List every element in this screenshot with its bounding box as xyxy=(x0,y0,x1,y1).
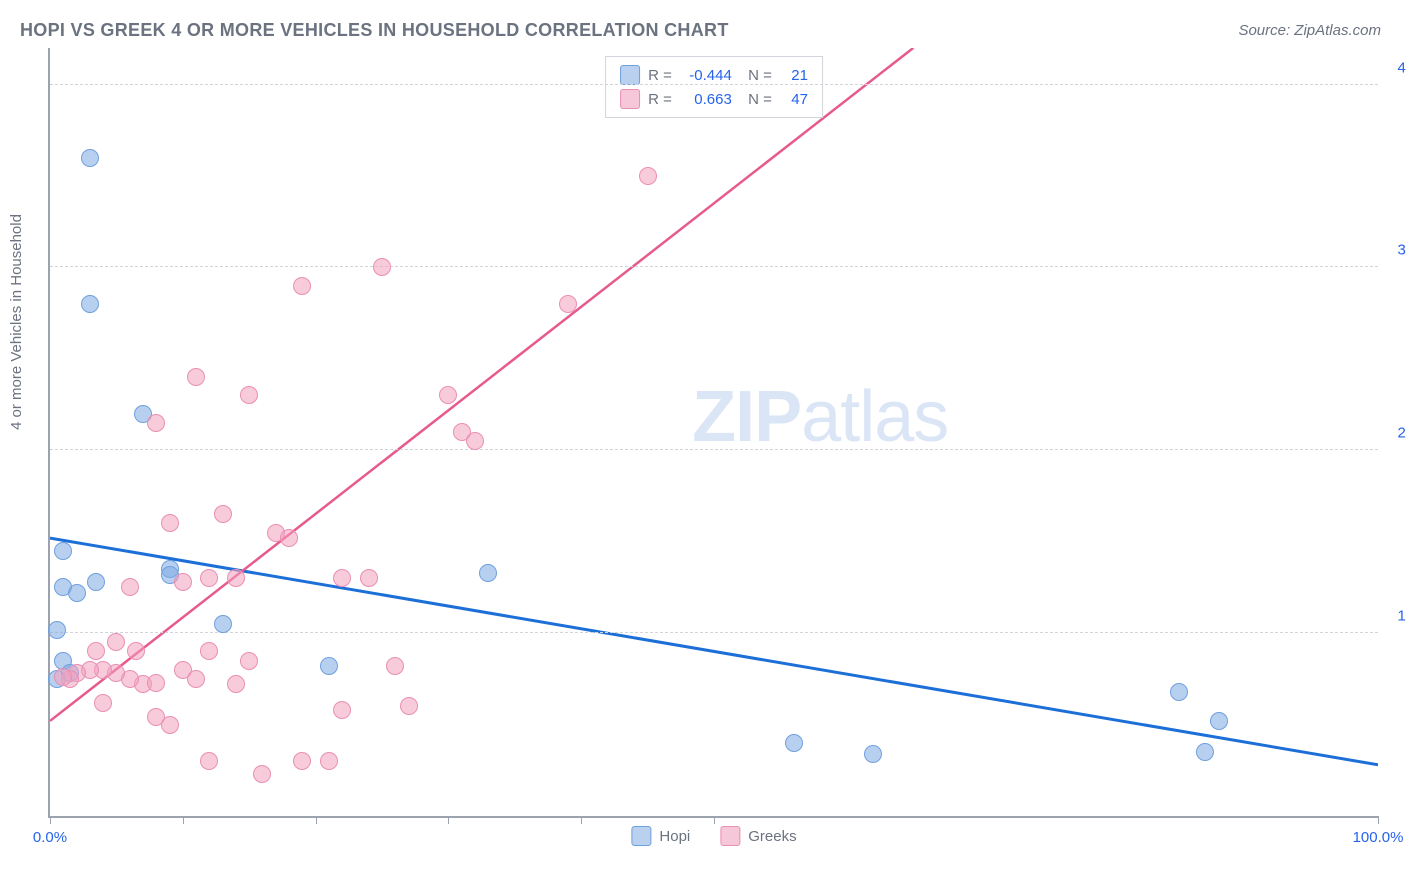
data-point xyxy=(161,514,179,532)
r-label: R = xyxy=(648,91,672,108)
series-legend: Hopi Greeks xyxy=(631,826,796,846)
chart-title: HOPI VS GREEK 4 OR MORE VEHICLES IN HOUS… xyxy=(20,20,729,41)
data-point xyxy=(333,701,351,719)
data-point xyxy=(81,295,99,313)
x-tick xyxy=(581,816,582,824)
n-label: N = xyxy=(740,67,772,84)
data-point xyxy=(864,745,882,763)
data-point xyxy=(333,569,351,587)
legend-swatch xyxy=(720,826,740,846)
data-point xyxy=(227,569,245,587)
data-point xyxy=(293,752,311,770)
data-point xyxy=(466,432,484,450)
x-tick xyxy=(714,816,715,824)
data-point xyxy=(373,258,391,276)
watermark: ZIPatlas xyxy=(692,376,948,458)
source-label: Source: ZipAtlas.com xyxy=(1238,22,1381,39)
y-tick-label: 40.0% xyxy=(1397,59,1406,76)
trend-lines-layer xyxy=(50,48,1378,816)
data-point xyxy=(48,621,66,639)
x-tick xyxy=(50,816,51,824)
data-point xyxy=(161,716,179,734)
data-point xyxy=(68,584,86,602)
data-point xyxy=(320,657,338,675)
x-tick-label: 100.0% xyxy=(1353,829,1404,846)
data-point xyxy=(785,734,803,752)
x-tick xyxy=(183,816,184,824)
data-point xyxy=(54,668,72,686)
legend-label: Hopi xyxy=(659,828,690,845)
gridline xyxy=(50,632,1378,633)
legend-item: Hopi xyxy=(631,826,690,846)
data-point xyxy=(1170,683,1188,701)
data-point xyxy=(559,295,577,313)
data-point xyxy=(187,670,205,688)
data-point xyxy=(214,505,232,523)
data-point xyxy=(240,652,258,670)
data-point xyxy=(200,642,218,660)
legend-swatch xyxy=(620,89,640,109)
legend-label: Greeks xyxy=(748,828,796,845)
gridline xyxy=(50,449,1378,450)
stats-legend: R = -0.444 N = 21 R = 0.663 N = 47 xyxy=(605,56,823,118)
r-label: R = xyxy=(648,67,672,84)
data-point xyxy=(121,578,139,596)
x-tick xyxy=(1378,816,1379,824)
data-point xyxy=(200,569,218,587)
y-tick-label: 10.0% xyxy=(1397,608,1406,625)
y-tick-label: 30.0% xyxy=(1397,242,1406,259)
data-point xyxy=(400,697,418,715)
data-point xyxy=(214,615,232,633)
data-point xyxy=(1196,743,1214,761)
r-value: -0.444 xyxy=(680,67,732,84)
data-point xyxy=(54,542,72,560)
y-axis-label: 4 or more Vehicles in Household xyxy=(8,214,25,430)
x-tick xyxy=(448,816,449,824)
n-value: 47 xyxy=(780,91,808,108)
stats-legend-row: R = 0.663 N = 47 xyxy=(620,87,808,111)
data-point xyxy=(200,752,218,770)
data-point xyxy=(386,657,404,675)
x-tick xyxy=(316,816,317,824)
data-point xyxy=(87,642,105,660)
r-value: 0.663 xyxy=(680,91,732,108)
data-point xyxy=(147,414,165,432)
data-point xyxy=(639,167,657,185)
data-point xyxy=(174,573,192,591)
data-point xyxy=(87,573,105,591)
n-label: N = xyxy=(740,91,772,108)
data-point xyxy=(280,529,298,547)
data-point xyxy=(253,765,271,783)
data-point xyxy=(94,694,112,712)
data-point xyxy=(147,674,165,692)
legend-swatch xyxy=(620,65,640,85)
data-point xyxy=(127,642,145,660)
data-point xyxy=(187,368,205,386)
data-point xyxy=(360,569,378,587)
data-point xyxy=(107,633,125,651)
gridline xyxy=(50,266,1378,267)
gridline xyxy=(50,84,1378,85)
chart-plot-area: ZIPatlas R =-0.444 N =21R =0.663 N =47 H… xyxy=(48,48,1378,818)
data-point xyxy=(439,386,457,404)
data-point xyxy=(1210,712,1228,730)
data-point xyxy=(479,564,497,582)
legend-item: Greeks xyxy=(720,826,796,846)
n-value: 21 xyxy=(780,67,808,84)
data-point xyxy=(227,675,245,693)
y-tick-label: 20.0% xyxy=(1397,425,1406,442)
data-point xyxy=(81,149,99,167)
x-tick-label: 0.0% xyxy=(33,829,67,846)
data-point xyxy=(293,277,311,295)
legend-swatch xyxy=(631,826,651,846)
data-point xyxy=(240,386,258,404)
data-point xyxy=(320,752,338,770)
